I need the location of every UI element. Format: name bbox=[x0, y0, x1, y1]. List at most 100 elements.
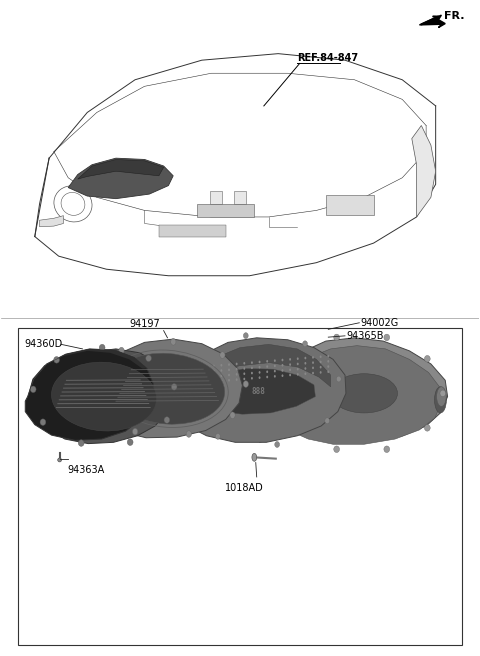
Ellipse shape bbox=[274, 370, 276, 373]
Ellipse shape bbox=[171, 338, 176, 345]
Ellipse shape bbox=[251, 367, 253, 369]
Ellipse shape bbox=[437, 387, 446, 406]
Polygon shape bbox=[28, 349, 147, 397]
Text: 1018AD: 1018AD bbox=[226, 483, 264, 493]
Text: 888: 888 bbox=[251, 387, 265, 396]
Ellipse shape bbox=[434, 387, 446, 413]
Ellipse shape bbox=[304, 362, 306, 365]
Polygon shape bbox=[68, 158, 173, 199]
Ellipse shape bbox=[228, 363, 230, 366]
Ellipse shape bbox=[312, 356, 314, 359]
Ellipse shape bbox=[297, 373, 299, 376]
Text: REF.84-847: REF.84-847 bbox=[297, 53, 359, 64]
Ellipse shape bbox=[293, 424, 299, 431]
Ellipse shape bbox=[331, 374, 397, 413]
Ellipse shape bbox=[327, 371, 329, 373]
Ellipse shape bbox=[119, 347, 124, 354]
Ellipse shape bbox=[228, 374, 230, 377]
Ellipse shape bbox=[312, 367, 314, 369]
Polygon shape bbox=[177, 338, 346, 442]
Ellipse shape bbox=[289, 369, 291, 371]
Ellipse shape bbox=[228, 369, 230, 371]
Ellipse shape bbox=[334, 334, 339, 340]
Ellipse shape bbox=[216, 434, 220, 440]
Ellipse shape bbox=[213, 365, 215, 367]
Ellipse shape bbox=[220, 380, 222, 382]
Ellipse shape bbox=[303, 341, 308, 347]
Ellipse shape bbox=[327, 360, 329, 363]
FancyBboxPatch shape bbox=[234, 191, 246, 204]
Ellipse shape bbox=[304, 367, 306, 370]
Ellipse shape bbox=[259, 366, 261, 369]
Ellipse shape bbox=[243, 362, 245, 365]
Ellipse shape bbox=[220, 375, 222, 377]
Ellipse shape bbox=[220, 369, 222, 372]
Ellipse shape bbox=[164, 417, 170, 423]
Ellipse shape bbox=[186, 431, 192, 438]
Ellipse shape bbox=[297, 358, 299, 360]
Ellipse shape bbox=[297, 363, 299, 365]
Ellipse shape bbox=[266, 371, 268, 373]
Ellipse shape bbox=[230, 412, 235, 419]
FancyBboxPatch shape bbox=[210, 191, 222, 204]
Ellipse shape bbox=[384, 334, 390, 340]
Ellipse shape bbox=[312, 361, 314, 364]
Polygon shape bbox=[276, 346, 442, 444]
Ellipse shape bbox=[274, 365, 276, 367]
Ellipse shape bbox=[304, 357, 306, 359]
Ellipse shape bbox=[236, 379, 238, 381]
Ellipse shape bbox=[281, 375, 283, 377]
Ellipse shape bbox=[243, 380, 249, 387]
Ellipse shape bbox=[281, 369, 283, 372]
Polygon shape bbox=[420, 15, 445, 28]
Text: 94365B: 94365B bbox=[346, 331, 384, 341]
Ellipse shape bbox=[252, 453, 257, 461]
Text: 94002G: 94002G bbox=[360, 318, 398, 328]
Ellipse shape bbox=[327, 365, 329, 368]
Ellipse shape bbox=[228, 379, 230, 382]
Ellipse shape bbox=[281, 359, 283, 361]
Ellipse shape bbox=[320, 371, 322, 374]
Ellipse shape bbox=[220, 364, 222, 367]
Ellipse shape bbox=[320, 356, 322, 358]
Ellipse shape bbox=[40, 419, 46, 426]
Text: FR.: FR. bbox=[444, 11, 464, 21]
Ellipse shape bbox=[424, 356, 430, 362]
Ellipse shape bbox=[312, 372, 314, 375]
Ellipse shape bbox=[110, 354, 225, 424]
Ellipse shape bbox=[132, 428, 138, 435]
Ellipse shape bbox=[304, 373, 306, 375]
Text: 94197: 94197 bbox=[129, 319, 160, 329]
Ellipse shape bbox=[220, 352, 225, 358]
Ellipse shape bbox=[127, 439, 133, 445]
Ellipse shape bbox=[193, 356, 198, 362]
Ellipse shape bbox=[336, 376, 341, 382]
Ellipse shape bbox=[293, 356, 299, 362]
Ellipse shape bbox=[320, 366, 322, 369]
Ellipse shape bbox=[274, 359, 276, 362]
Ellipse shape bbox=[171, 384, 177, 390]
Ellipse shape bbox=[259, 371, 261, 374]
Polygon shape bbox=[199, 369, 315, 414]
Ellipse shape bbox=[259, 377, 261, 379]
Text: 94363A: 94363A bbox=[67, 464, 105, 474]
Ellipse shape bbox=[182, 398, 187, 404]
Ellipse shape bbox=[54, 357, 60, 363]
FancyBboxPatch shape bbox=[326, 195, 373, 215]
Polygon shape bbox=[78, 159, 164, 179]
Ellipse shape bbox=[243, 373, 245, 375]
Ellipse shape bbox=[243, 367, 245, 370]
Polygon shape bbox=[275, 338, 447, 442]
Ellipse shape bbox=[213, 380, 215, 383]
Ellipse shape bbox=[281, 364, 283, 367]
Ellipse shape bbox=[275, 441, 279, 447]
Polygon shape bbox=[190, 344, 331, 388]
Ellipse shape bbox=[213, 370, 215, 373]
Ellipse shape bbox=[297, 368, 299, 371]
Ellipse shape bbox=[243, 333, 248, 338]
Ellipse shape bbox=[99, 344, 105, 351]
Ellipse shape bbox=[424, 424, 430, 431]
Ellipse shape bbox=[334, 446, 339, 453]
Ellipse shape bbox=[146, 355, 152, 361]
Ellipse shape bbox=[266, 360, 268, 363]
